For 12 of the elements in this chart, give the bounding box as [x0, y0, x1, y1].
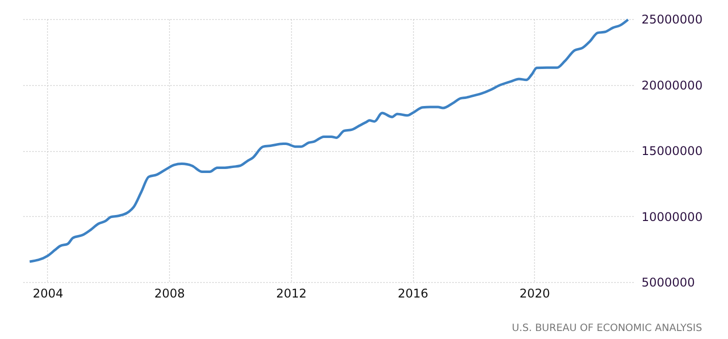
x-tick-label: 2020 — [519, 286, 550, 300]
x-tick-label: 2016 — [398, 286, 428, 300]
y-tick-label: 25000000 — [642, 12, 703, 26]
y-tick-label: 15000000 — [642, 144, 703, 158]
line-series — [28, 18, 630, 263]
y-tick-label: 10000000 — [642, 210, 703, 224]
y-tick-label: 5000000 — [642, 276, 695, 290]
x-tick-label: 2012 — [276, 286, 307, 300]
text: U.S. BUREAU OF ECONOMIC ANALYSIS — [512, 323, 702, 334]
x-tick-label: 2004 — [32, 286, 64, 300]
y-tick-label: 20000000 — [642, 78, 703, 92]
x-tick-label: 2008 — [154, 286, 185, 300]
